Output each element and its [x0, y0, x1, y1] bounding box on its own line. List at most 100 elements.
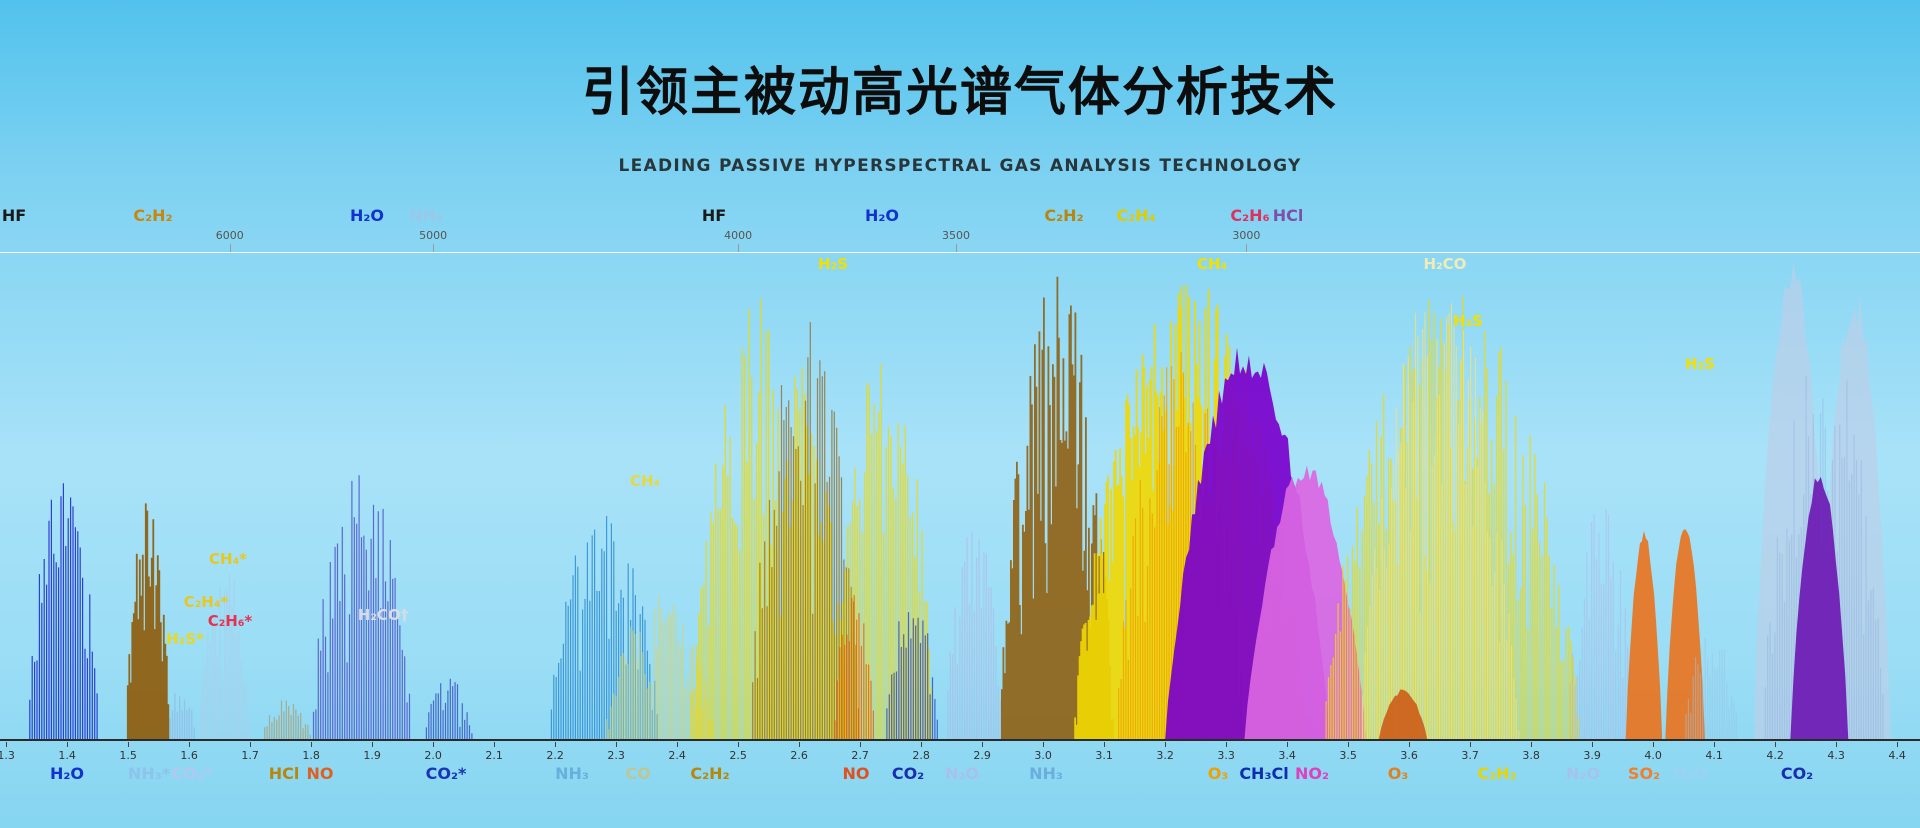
top-gas-label: HF: [701, 206, 727, 225]
wavelength-tick-label: 4.0: [1644, 749, 1662, 762]
wavelength-tick-label: 1.4: [58, 749, 76, 762]
bottom-gas-label: CO₂*: [425, 764, 467, 783]
wavelength-tick-label: 2.4: [668, 749, 686, 762]
wavelength-tick-mark: [1409, 742, 1411, 747]
wavelength-tick-label: 2.0: [424, 749, 442, 762]
bottom-gas-label: C₂H₂: [690, 764, 730, 783]
bottom-gas-label: CO: [625, 764, 651, 783]
wavelength-tick-mark: [799, 742, 801, 747]
wavenumber-tick-mark: [229, 244, 231, 252]
spectrum-band-H₂CO†: [312, 475, 411, 740]
bottom-gas-label: NH₃: [555, 764, 589, 783]
wavenumber-tick-mark: [955, 244, 957, 252]
wavelength-tick-label: 1.9: [363, 749, 381, 762]
wavelength-tick-label: 3.3: [1217, 749, 1235, 762]
spectrum-band-NH₃*: [126, 503, 170, 740]
wavelength-tick-mark: [555, 742, 557, 747]
bottom-gas-label: SO₂: [1627, 764, 1661, 783]
wavelength-tick-label: 3.0: [1034, 749, 1052, 762]
bottom-gas-label: NH₃*: [127, 764, 171, 783]
wavelength-tick-mark: [67, 742, 69, 747]
spectrum-band-N₂O: [1569, 509, 1634, 740]
wavelength-tick-label: 2.7: [851, 749, 869, 762]
spectrum-annotation-label: H₂CO†: [357, 606, 409, 624]
bottom-gas-label: N₂O: [1566, 764, 1600, 783]
wavelength-tick-label: 3.7: [1461, 749, 1479, 762]
spectrum-annotation-label: CH₄: [629, 472, 661, 490]
wavelength-tick-mark: [6, 742, 8, 747]
spectrum-band-H₂CO: [1362, 303, 1520, 740]
bottom-axis-line: [0, 739, 1920, 741]
wavelength-tick-label: 1.3: [0, 749, 15, 762]
wavelength-tick-label: 1.5: [119, 749, 137, 762]
bottom-gas-label: NO₂: [1295, 764, 1329, 783]
bottom-gas-label: CH₃Cl: [1239, 764, 1289, 783]
spectrum-annotation-label: H₂S: [818, 255, 848, 273]
wavelength-tick-label: 3.2: [1156, 749, 1174, 762]
wavelength-tick-mark: [1897, 742, 1899, 747]
bottom-gas-label: NH₃: [1029, 764, 1063, 783]
wavenumber-tick-mark: [1246, 244, 1248, 252]
spectrum-band-H₂O: [1685, 638, 1737, 740]
wavelength-tick-mark: [677, 742, 679, 747]
wavelength-tick-mark: [128, 742, 130, 747]
wavelength-tick-mark: [1653, 742, 1655, 747]
bottom-gas-label: O₃: [1207, 764, 1229, 783]
wavelength-tick-label: 3.5: [1339, 749, 1357, 762]
wavelength-tick-mark: [1592, 742, 1594, 747]
spectrum-band-H₂O: [837, 364, 933, 740]
spectrum-band-H₂S: [752, 322, 859, 740]
wavelength-tick-label: 2.5: [729, 749, 747, 762]
wavelength-tick-mark: [311, 742, 313, 747]
wavelength-tick-mark: [738, 742, 740, 747]
wavelength-tick-mark: [433, 742, 435, 747]
top-gas-label: C₂H₂: [1044, 206, 1084, 225]
spectrum-band-CO₂: [886, 612, 938, 740]
spectrum-band-CO₂*: [169, 693, 195, 740]
bottom-gas-label: O₃: [1387, 764, 1409, 783]
bottom-gas-label: H₂O: [1673, 764, 1707, 783]
top-gas-label: H₂O: [350, 206, 384, 225]
spectrum-annotation-label: H₂S: [1453, 312, 1483, 330]
wavelength-tick-label: 4.2: [1766, 749, 1784, 762]
top-gas-label: H₂O: [865, 206, 899, 225]
spectrum-band-O₃: [1378, 689, 1428, 740]
bottom-gas-label: NO: [842, 764, 870, 783]
spectrum-band-C₂H₂: [1325, 296, 1579, 740]
bottom-gas-label: CO₂: [1780, 764, 1814, 783]
wavelength-tick-mark: [616, 742, 618, 747]
page-title: 引领主被动高光谱气体分析技术: [581, 63, 1338, 123]
wavelength-tick-label: 2.9: [973, 749, 991, 762]
wavenumber-tick-mark: [433, 244, 435, 252]
spectrum-band-NH₃: [550, 516, 658, 740]
wavelength-tick-mark: [1470, 742, 1472, 747]
spectrum-annotation-label: C₂H₄*: [183, 593, 229, 611]
wavelength-tick-label: 3.1: [1095, 749, 1113, 762]
wavelength-tick-mark: [1836, 742, 1838, 747]
spectrum-band-NO: [834, 595, 874, 740]
wavelength-tick-mark: [1775, 742, 1777, 747]
wavelength-tick-label: 2.8: [912, 749, 930, 762]
wavelength-tick-mark: [1714, 742, 1716, 747]
wavelength-tick-mark: [189, 742, 191, 747]
top-gas-label: C₂H₄: [1116, 206, 1156, 225]
spectrum-band-SO₂: [1665, 528, 1705, 740]
top-gas-label: C₂H₆: [1230, 206, 1270, 225]
wavelength-tick-mark: [860, 742, 862, 747]
spectrum-band-CH₄*: [200, 574, 250, 740]
wavenumber-tick-label: 3000: [1232, 229, 1261, 242]
wavelength-tick-mark: [1043, 742, 1045, 747]
wavelength-tick-mark: [494, 742, 496, 747]
bottom-gas-label: NO: [306, 764, 334, 783]
bottom-gas-label: H₂O: [50, 764, 84, 783]
spectrum-band-H₂O: [29, 483, 98, 740]
wavelength-tick-mark: [1226, 742, 1228, 747]
wavelength-tick-label: 2.2: [546, 749, 564, 762]
top-axis-line: [0, 252, 1920, 253]
bottom-gas-label: C₂H₂: [1477, 764, 1517, 783]
wavelength-tick-label: 2.3: [607, 749, 625, 762]
wavenumber-tick-label: 4000: [724, 229, 753, 242]
spectrum-band-C₂H₂: [691, 298, 849, 740]
